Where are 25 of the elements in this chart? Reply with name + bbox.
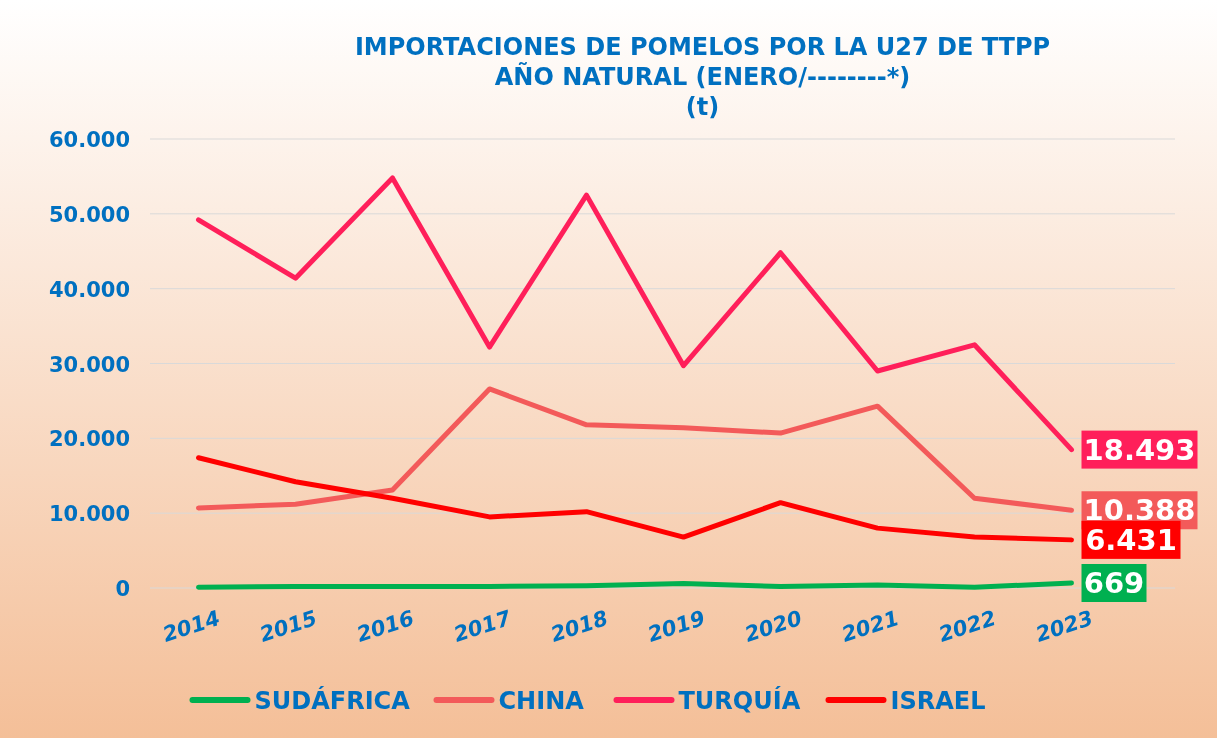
x-tick-label: 2021 (838, 605, 902, 647)
data-label: 18.493 (1083, 432, 1196, 467)
y-tick-label: 10.000 (48, 502, 130, 527)
legend-label: CHINA (498, 687, 585, 715)
y-tick-label: 60.000 (48, 128, 130, 152)
y-tick-label: 20.000 (48, 427, 130, 452)
x-tick-label: 2014 (159, 605, 223, 647)
data-label: 669 (1083, 565, 1145, 600)
y-tick-label: 40.000 (48, 277, 130, 302)
y-tick-label: 30.000 (48, 352, 130, 377)
data-label: 10.388 (1083, 493, 1196, 528)
x-tick-label: 2017 (450, 605, 515, 647)
legend-label: TURQUÍA (678, 686, 801, 715)
y-tick-label: 50.000 (48, 202, 130, 227)
x-tick-label: 2023 (1032, 605, 1096, 647)
x-tick-label: 2019 (644, 605, 708, 647)
y-tick-label: 0 (115, 577, 130, 601)
chart-title: IMPORTACIONES DE POMELOS POR LA U27 DE TTPP AÑO NATURAL (ENERO/--------*) (t) (354, 33, 1051, 121)
x-tick-label: 2020 (741, 605, 805, 647)
x-tick-label: 2016 (353, 605, 417, 647)
legend-label: ISRAEL (890, 687, 986, 715)
x-tick-label: 2018 (547, 605, 611, 647)
legend-label: SUDÁFRICA (254, 686, 411, 715)
x-tick-label: 2015 (256, 605, 320, 647)
x-tick-label: 2022 (935, 605, 999, 647)
